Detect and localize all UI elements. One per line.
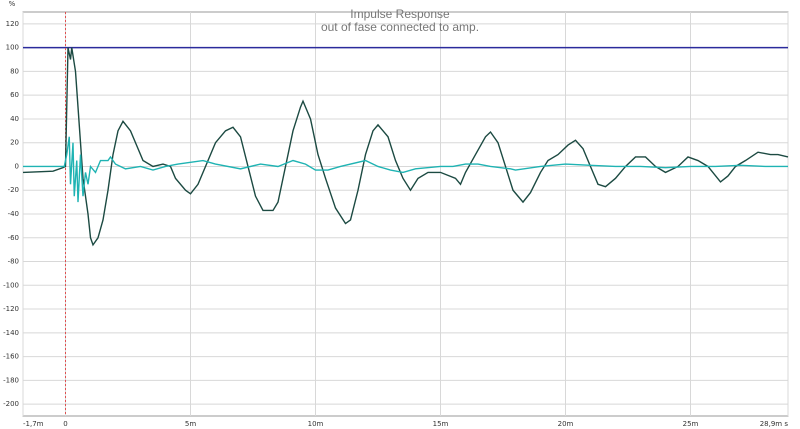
y-tick-label: -80: [8, 258, 19, 266]
chart-subtitle: out of fase connected to amp.: [321, 20, 479, 34]
y-tick-label: 60: [10, 91, 19, 99]
x-tick-label: 25m: [683, 420, 699, 428]
chart-title: Impulse Response: [350, 7, 450, 21]
y-tick-label: 120: [6, 20, 19, 28]
x-tick-label: 28,9m s: [760, 420, 789, 428]
y-tick-label: 20: [10, 139, 19, 147]
y-tick-label: -160: [3, 353, 19, 361]
series-line: [22, 47, 789, 247]
y-tick-label: -40: [8, 210, 19, 218]
y-tick-label: 40: [10, 115, 19, 123]
x-tick-label: 10m: [308, 420, 324, 428]
y-unit: %: [9, 0, 16, 8]
x-tick-label: 20m: [558, 420, 574, 428]
x-tick-label: -1,7m: [23, 420, 44, 428]
y-tick-label: 0: [15, 162, 19, 170]
y-tick-label: -140: [3, 329, 19, 337]
y-tick-label: -180: [3, 376, 19, 384]
y-tick-label: -20: [8, 186, 19, 194]
y-tick-label: -100: [3, 281, 19, 289]
y-tick-label: -60: [8, 234, 19, 242]
y-tick-label: -200: [3, 400, 19, 408]
x-tick-label: 0: [63, 420, 67, 428]
y-tick-label: 80: [10, 67, 19, 75]
y-tick-label: 100: [6, 44, 19, 52]
x-tick-label: 15m: [433, 420, 449, 428]
y-tick-label: -120: [3, 305, 19, 313]
x-tick-label: 5m: [185, 420, 196, 428]
series-line: [23, 136, 788, 203]
marks: [22, 12, 789, 416]
